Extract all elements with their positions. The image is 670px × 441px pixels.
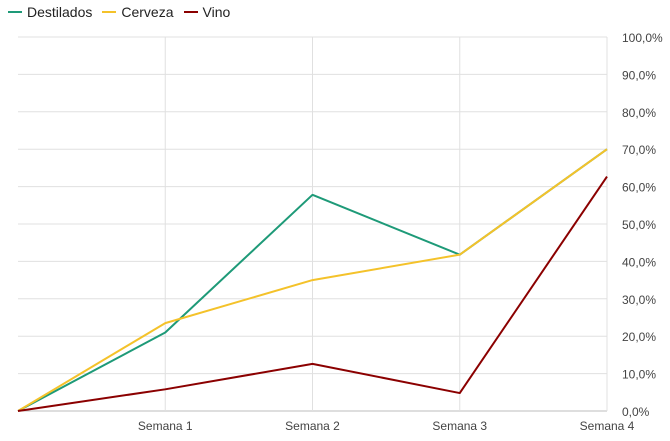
series-line-vino xyxy=(17,175,608,412)
legend: Destilados Cerveza Vino xyxy=(8,4,230,20)
legend-swatch-cerveza xyxy=(102,11,117,13)
y-tick-label: 80,0% xyxy=(622,106,656,120)
legend-label-vino: Vino xyxy=(202,4,231,20)
y-tick-label: 30,0% xyxy=(622,293,656,307)
y-tick-label: 50,0% xyxy=(622,218,656,232)
y-tick-label: 20,0% xyxy=(622,330,656,344)
y-tick-label: 100,0% xyxy=(622,31,663,45)
legend-swatch-vino xyxy=(183,11,198,13)
legend-item-vino: Vino xyxy=(183,4,231,20)
x-tick-label: Semana 4 xyxy=(580,419,635,433)
y-tick-label: 90,0% xyxy=(622,68,656,82)
y-tick-label: 60,0% xyxy=(622,181,656,195)
x-tick-label: Semana 3 xyxy=(432,419,487,433)
y-tick-label: 70,0% xyxy=(622,143,656,157)
x-tick-label: Semana 2 xyxy=(285,419,340,433)
y-tick-label: 0,0% xyxy=(622,405,650,419)
x-tick-label: Semana 1 xyxy=(138,419,193,433)
y-tick-label: 40,0% xyxy=(622,255,656,269)
legend-label-destilados: Destilados xyxy=(27,4,93,20)
legend-label-cerveza: Cerveza xyxy=(121,4,174,20)
legend-item-cerveza: Cerveza xyxy=(102,4,174,20)
legend-swatch-destilados xyxy=(8,11,22,13)
legend-item-destilados: Destilados xyxy=(8,4,92,20)
series-line-cerveza xyxy=(17,148,608,412)
y-tick-label: 10,0% xyxy=(622,368,656,382)
